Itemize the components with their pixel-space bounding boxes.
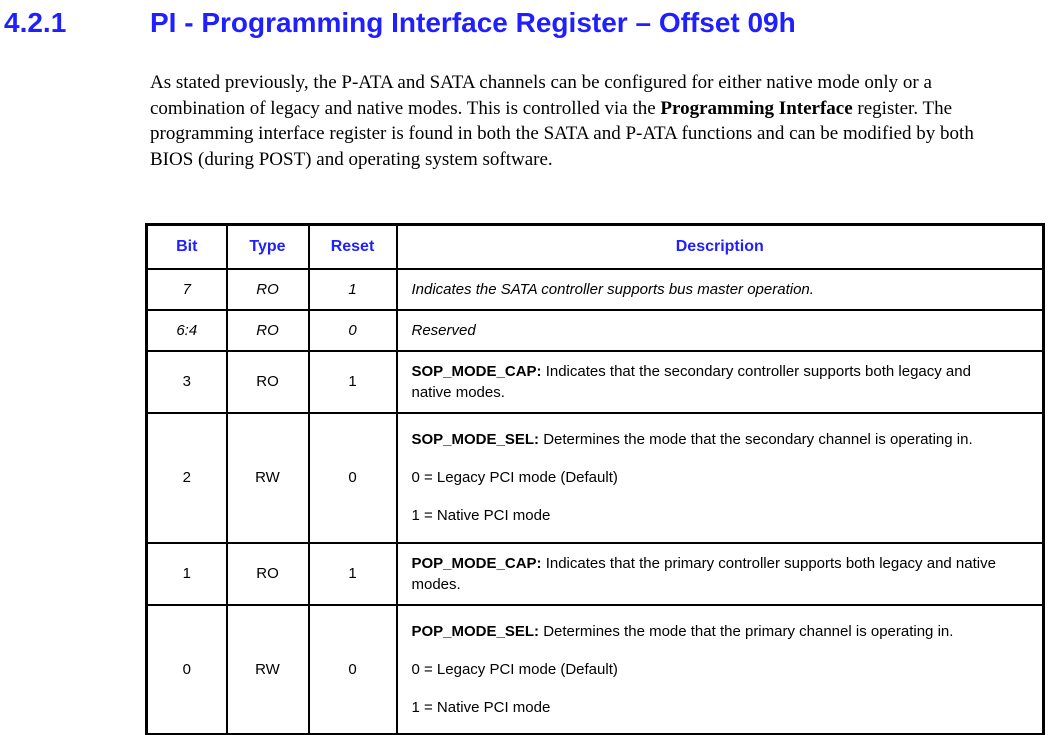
bit-cell: 6:4: [145, 308, 228, 352]
type-cell: RW: [225, 411, 310, 544]
type-cell: RO: [225, 349, 310, 414]
type-cell: RO: [225, 267, 310, 311]
description-text: Indicates that the secondary controller …: [411, 362, 971, 401]
field-name-label: SOP_MODE_CAP:: [411, 362, 542, 380]
bit-cell: 1: [145, 541, 228, 606]
reset-cell: 0: [307, 411, 398, 544]
table-header-row: Bit Type Reset Description: [145, 223, 1045, 270]
option-value-0: 0 = Legacy PCI mode (Default): [411, 660, 618, 678]
bit-cell: 7: [145, 267, 228, 311]
reset-cell: 0: [307, 603, 398, 735]
column-header-description: Description: [395, 223, 1045, 270]
intro-text-after: register. The programming interface regi…: [150, 97, 974, 170]
table-row-bit6-4: 6:4 RO 0 Reserved: [145, 308, 1045, 352]
bit-cell: 0: [145, 603, 228, 735]
description-text: Indicates the SATA controller supports b…: [411, 280, 814, 298]
column-header-bit: Bit: [145, 223, 228, 270]
page-title: PI - Programming Interface Register – Of…: [150, 7, 796, 38]
description-cell: SOP_MODE_SEL: Determines the mode that t…: [395, 411, 1045, 544]
intro-text-before: As stated previously, the P-ATA and SATA…: [150, 72, 932, 119]
reset-cell: 1: [307, 267, 398, 311]
field-name-label: POP_MODE_SEL:: [411, 622, 540, 640]
table-row-bit2: 2 RW 0 SOP_MODE_SEL: Determines the mode…: [145, 411, 1045, 544]
option-value-0: 0 = Legacy PCI mode (Default): [411, 469, 618, 486]
register-table: Bit Type Reset Description 7 RO 1 Indica…: [145, 223, 1045, 735]
description-cell: Reserved: [395, 308, 1045, 352]
type-cell: RW: [225, 603, 310, 735]
description-cell: SOP_MODE_CAP: Indicates that the seconda…: [395, 349, 1045, 414]
column-header-reset: Reset: [307, 223, 398, 270]
reset-cell: 1: [307, 349, 398, 414]
section-number: 4.2.1: [4, 7, 67, 38]
table-row-bit0: 0 RW 0 POP_MODE_SEL: Determines the mode…: [145, 603, 1045, 735]
type-cell: RO: [225, 308, 310, 352]
description-cell: POP_MODE_SEL: Determines the mode that t…: [395, 603, 1045, 735]
option-value-1: 1 = Native PCI mode: [411, 507, 551, 524]
option-value-1: 1 = Native PCI mode: [411, 698, 551, 716]
description-cell: Indicates the SATA controller supports b…: [395, 267, 1045, 311]
field-name-label: POP_MODE_CAP:: [411, 554, 542, 572]
column-header-type: Type: [225, 223, 310, 270]
reset-cell: 1: [307, 541, 398, 606]
description-cell: POP_MODE_CAP: Indicates that the primary…: [395, 541, 1045, 606]
description-text: Determines the mode that the primary cha…: [539, 622, 954, 640]
bit-cell: 3: [145, 349, 228, 414]
type-cell: RO: [225, 541, 310, 606]
reset-cell: 0: [307, 308, 398, 352]
section-heading: 4.2.1 PI - Programming Interface Registe…: [0, 7, 1052, 39]
intro-bold-term: Programming Interface: [660, 97, 853, 119]
description-text: Indicates that the primary controller su…: [411, 554, 996, 593]
table-row-bit3: 3 RO 1 SOP_MODE_CAP: Indicates that the …: [145, 349, 1045, 414]
intro-paragraph: As stated previously, the P-ATA and SATA…: [150, 70, 1008, 172]
description-text: Reserved: [411, 321, 476, 339]
description-text: Determines the mode that the secondary c…: [539, 431, 973, 448]
table-row-bit7: 7 RO 1 Indicates the SATA controller sup…: [145, 267, 1045, 311]
field-name-label: SOP_MODE_SEL:: [411, 431, 540, 448]
bit-cell: 2: [145, 411, 228, 544]
table-row-bit1: 1 RO 1 POP_MODE_CAP: Indicates that the …: [145, 541, 1045, 606]
